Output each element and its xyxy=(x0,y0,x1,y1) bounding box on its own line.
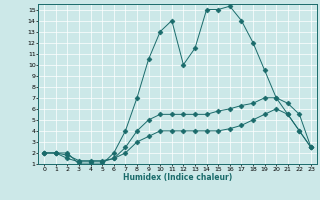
X-axis label: Humidex (Indice chaleur): Humidex (Indice chaleur) xyxy=(123,173,232,182)
